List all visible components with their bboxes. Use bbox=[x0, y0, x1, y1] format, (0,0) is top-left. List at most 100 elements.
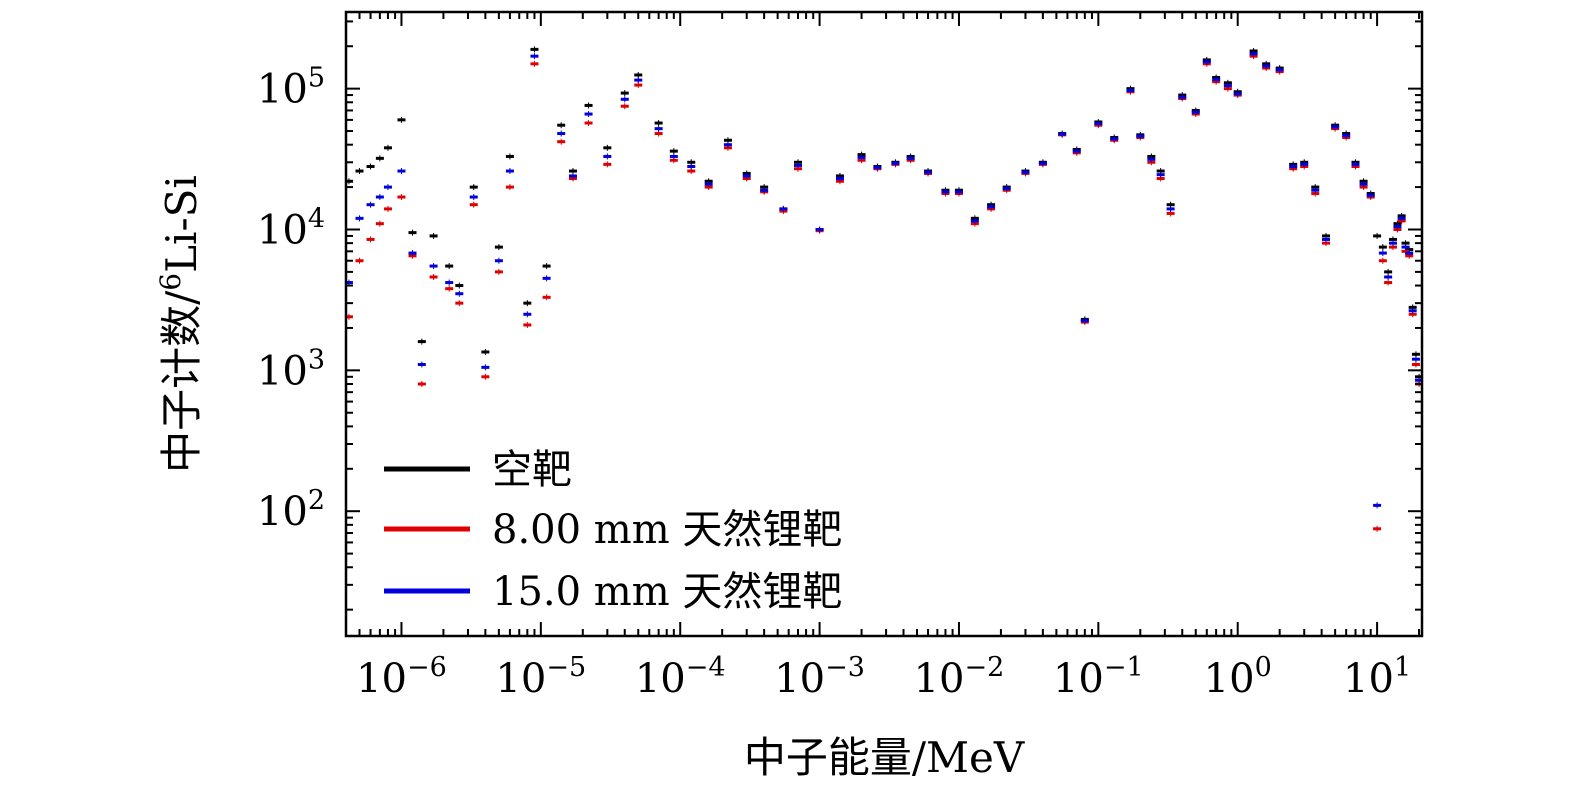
point-15mm-target bbox=[970, 217, 979, 224]
point-empty-target bbox=[469, 184, 478, 191]
point-15mm-target bbox=[1249, 50, 1258, 57]
point-empty-target bbox=[355, 168, 364, 175]
point-empty-target bbox=[445, 263, 454, 270]
y-axis-title-suffix: Li-Si bbox=[157, 175, 206, 273]
point-15mm-target bbox=[1411, 356, 1420, 363]
x-tick-label: 100 bbox=[1204, 652, 1272, 702]
point-8mm-target bbox=[469, 201, 478, 208]
point-8mm-target bbox=[1378, 257, 1387, 264]
point-empty-target bbox=[383, 144, 392, 151]
point-8mm-target bbox=[1373, 525, 1382, 532]
x-tick-label: 10−6 bbox=[356, 652, 447, 702]
point-empty-target bbox=[505, 153, 514, 160]
point-empty-target bbox=[603, 144, 612, 151]
point-15mm-target bbox=[1094, 120, 1103, 127]
point-8mm-target bbox=[542, 294, 551, 301]
point-15mm-target bbox=[1384, 273, 1393, 280]
point-15mm-target bbox=[1072, 148, 1081, 155]
point-empty-target bbox=[620, 90, 629, 97]
legend-label-15mm: 15.0 mm 天然锂靶 bbox=[492, 569, 842, 615]
point-15mm-target bbox=[1156, 171, 1165, 178]
point-15mm-target bbox=[584, 111, 593, 118]
axis-ticks bbox=[345, 12, 1422, 636]
point-15mm-target bbox=[494, 257, 503, 264]
point-15mm-target bbox=[1080, 317, 1089, 324]
point-15mm-target bbox=[375, 194, 384, 201]
y-tick-label: 103 bbox=[257, 344, 325, 394]
point-15mm-target bbox=[924, 169, 933, 176]
point-15mm-target bbox=[1289, 163, 1298, 170]
point-empty-target bbox=[557, 122, 566, 129]
point-15mm-target bbox=[1275, 66, 1284, 73]
point-empty-target bbox=[542, 263, 551, 270]
point-8mm-target bbox=[383, 205, 392, 212]
point-8mm-target bbox=[494, 268, 503, 275]
x-tick-label: 10−3 bbox=[774, 652, 865, 702]
point-15mm-target bbox=[1202, 58, 1211, 65]
point-8mm-target bbox=[1411, 361, 1420, 368]
point-15mm-target bbox=[366, 201, 375, 208]
point-15mm-target bbox=[1359, 181, 1368, 188]
point-15mm-target bbox=[857, 154, 866, 161]
y-axis-title-prefix: 中子计数/ bbox=[157, 290, 206, 473]
point-15mm-target bbox=[1147, 156, 1156, 163]
point-empty-target bbox=[1384, 268, 1393, 275]
point-empty-target bbox=[634, 71, 643, 78]
point-15mm-target bbox=[1397, 215, 1406, 222]
point-15mm-target bbox=[481, 364, 490, 371]
point-8mm-target bbox=[530, 60, 539, 67]
point-8mm-target bbox=[481, 373, 490, 380]
point-15mm-target bbox=[523, 311, 532, 318]
y-tick-labels: 102 103 104 105 bbox=[257, 63, 325, 536]
point-8mm-target bbox=[429, 273, 438, 280]
point-15mm-target bbox=[704, 181, 713, 188]
point-15mm-target bbox=[654, 125, 663, 132]
point-empty-target bbox=[654, 120, 663, 127]
point-empty-target bbox=[397, 116, 406, 123]
point-15mm-target bbox=[1373, 502, 1382, 509]
point-empty-target bbox=[366, 163, 375, 170]
point-15mm-target bbox=[906, 155, 915, 162]
point-15mm-target bbox=[408, 250, 417, 257]
point-empty-target bbox=[417, 338, 426, 345]
point-15mm-target bbox=[417, 361, 426, 368]
point-15mm-target bbox=[779, 205, 788, 212]
point-15mm-target bbox=[723, 141, 732, 148]
point-15mm-target bbox=[760, 187, 769, 194]
point-empty-target bbox=[375, 155, 384, 162]
point-empty-target bbox=[481, 348, 490, 355]
point-8mm-target bbox=[523, 321, 532, 328]
point-empty-target bbox=[530, 46, 539, 53]
point-15mm-target bbox=[1212, 76, 1221, 83]
x-tick-labels: 10−6 10−5 10−4 10−3 10−2 10−1 100 101 bbox=[356, 652, 1411, 702]
point-15mm-target bbox=[835, 175, 844, 182]
point-15mm-target bbox=[603, 153, 612, 160]
point-15mm-target bbox=[429, 263, 438, 270]
point-15mm-target bbox=[954, 188, 963, 195]
point-15mm-target bbox=[1136, 133, 1145, 140]
point-8mm-target bbox=[505, 184, 514, 191]
point-15mm-target bbox=[1178, 94, 1187, 101]
point-15mm-target bbox=[891, 160, 900, 167]
point-8mm-target bbox=[620, 103, 629, 110]
x-axis-title: 中子能量/MeV bbox=[744, 733, 1025, 782]
point-15mm-target bbox=[469, 194, 478, 201]
point-15mm-target bbox=[1300, 161, 1309, 168]
point-15mm-target bbox=[397, 168, 406, 175]
point-15mm-target bbox=[793, 162, 802, 169]
x-tick-label: 10−4 bbox=[635, 652, 726, 702]
y-axis-title-sup: 6 bbox=[154, 273, 187, 291]
point-empty-target bbox=[455, 282, 464, 289]
x-tick-label: 101 bbox=[1343, 652, 1411, 702]
point-15mm-target bbox=[620, 96, 629, 103]
point-8mm-target bbox=[603, 161, 612, 168]
y-tick-label: 102 bbox=[257, 485, 325, 535]
point-15mm-target bbox=[557, 130, 566, 137]
point-empty-target bbox=[523, 300, 532, 307]
point-15mm-target bbox=[1002, 185, 1011, 192]
point-15mm-target bbox=[1388, 240, 1397, 247]
point-empty-target bbox=[408, 229, 417, 236]
point-15mm-target bbox=[1021, 169, 1030, 176]
point-15mm-target bbox=[987, 203, 996, 210]
